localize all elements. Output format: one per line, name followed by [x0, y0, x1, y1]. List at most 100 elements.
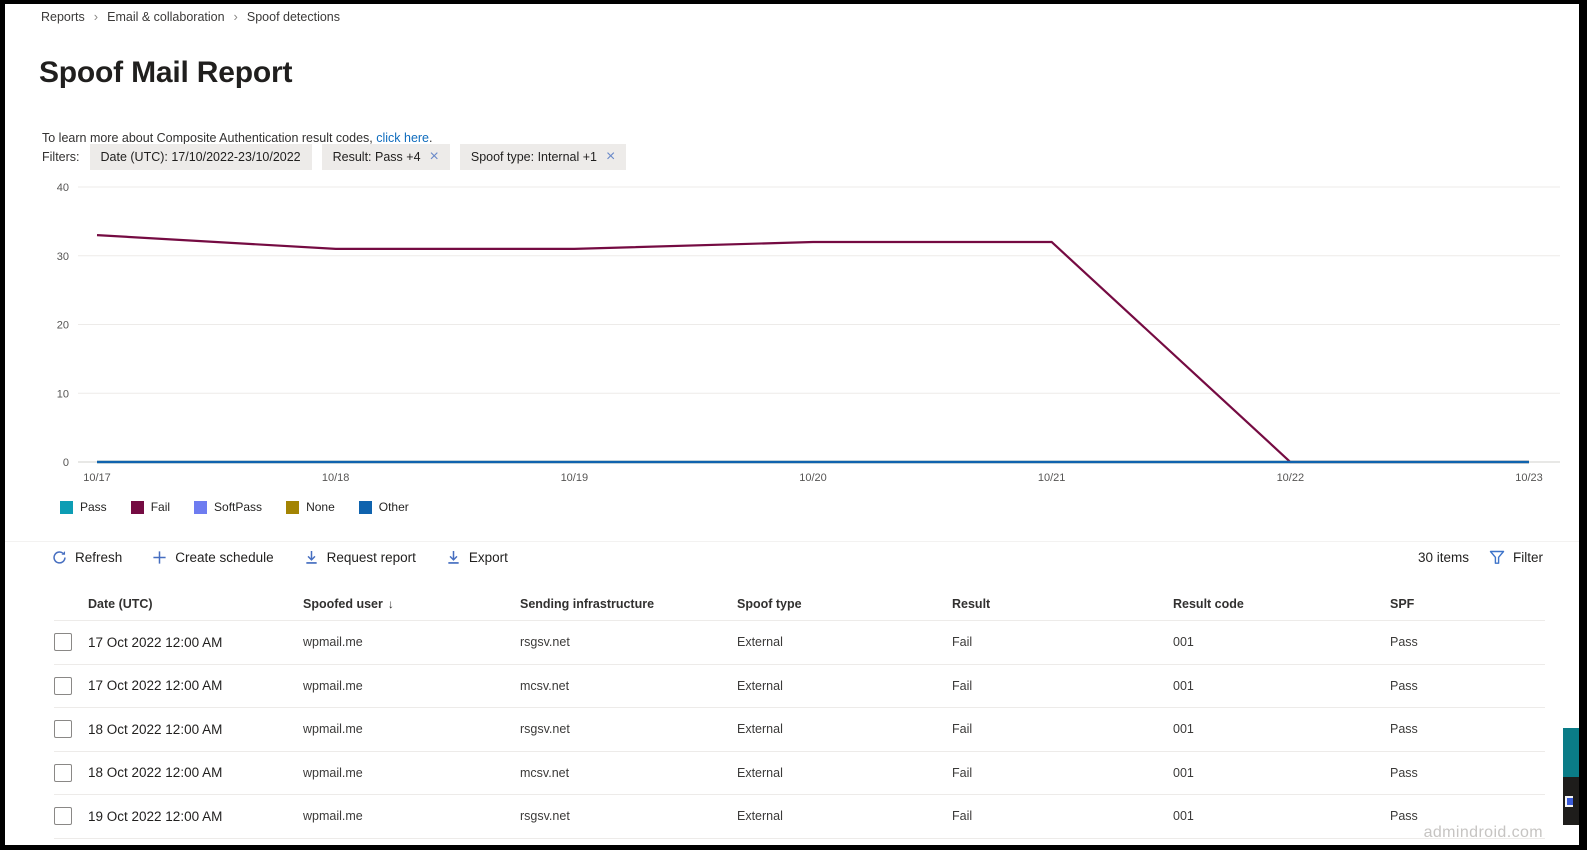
frame-border-left: [0, 0, 5, 850]
column-header-6[interactable]: SPF: [1390, 597, 1545, 611]
request-report-button[interactable]: Request report: [304, 550, 416, 565]
checkbox-cell: [54, 720, 88, 739]
frame-border-top: [0, 0, 1587, 4]
legend-label: Other: [378, 500, 409, 514]
table-cell: 001: [1173, 722, 1194, 737]
x-tick-label: 10/19: [561, 472, 589, 484]
table-body: 17 Oct 2022 12:00 AM wpmail.me rsgsv.net Ex…: [54, 621, 1545, 839]
feedback-widget-bottom[interactable]: [1563, 777, 1579, 825]
checkbox-cell: [54, 807, 88, 826]
row-checkbox[interactable]: [54, 807, 72, 826]
legend-item-fail: Fail: [130, 500, 170, 514]
table-cell: 18 Oct 2022 12:00 AM: [88, 721, 223, 737]
download-icon: [304, 550, 319, 565]
create-schedule-button[interactable]: Create schedule: [152, 550, 274, 565]
table-cell: External: [737, 765, 783, 780]
table-cell: 001: [1173, 635, 1194, 650]
spoof-detections-chart: 0 10 20 30 40 10/17 10/18 10/19 10/20 10/21 10/22 1…: [0, 180, 1587, 490]
table-cell: External: [737, 678, 783, 693]
breadcrumb-item-0[interactable]: Reports: [41, 9, 85, 24]
legend-label: None: [306, 500, 335, 514]
table-cell: mcsv.net: [520, 678, 570, 693]
x-tick-label: 10/18: [322, 472, 350, 484]
filter-chip[interactable]: Spoof type: Internal +1 ×: [459, 144, 627, 170]
download-icon: [446, 550, 461, 565]
row-checkbox[interactable]: [54, 720, 72, 739]
feedback-widget-top[interactable]: [1563, 728, 1579, 777]
filter-chip[interactable]: Result: Pass +4 ×: [321, 144, 450, 170]
chart-legend: Pass Fail SoftPass None Other: [60, 500, 409, 514]
column-header-2[interactable]: Sending infrastructure: [520, 597, 737, 611]
table-cell: rsgsv.net: [520, 635, 570, 650]
click-here-link[interactable]: click here: [376, 130, 430, 145]
feedback-icon: [1565, 795, 1573, 807]
row-checkbox[interactable]: [54, 763, 72, 782]
filter-button[interactable]: Filter: [1489, 550, 1543, 565]
y-tick-label: 30: [57, 251, 69, 263]
table-row[interactable]: 17 Oct 2022 12:00 AM wpmail.me rsgsv.net Ex…: [54, 621, 1545, 665]
table-cell: wpmail.me: [303, 765, 363, 780]
table-cell: Fail: [952, 809, 973, 824]
legend-swatch: [130, 500, 144, 514]
legend-label: SoftPass: [214, 500, 263, 514]
column-header-1[interactable]: Spoofed user ↓: [303, 597, 520, 611]
y-tick-label: 40: [57, 182, 69, 194]
table-cell: rsgsv.net: [520, 722, 570, 737]
table-row[interactable]: 17 Oct 2022 12:00 AM wpmail.me mcsv.net Ext…: [54, 664, 1545, 708]
legend-label: Pass: [80, 500, 107, 514]
dismiss-icon[interactable]: ×: [606, 148, 616, 165]
x-tick-label: 10/22: [1277, 472, 1305, 484]
breadcrumb-item-2[interactable]: Spoof detections: [246, 9, 341, 24]
filter-chip-label: Result: Pass +4: [332, 150, 421, 164]
info-text-period: .: [429, 130, 433, 145]
refresh-label: Refresh: [75, 550, 123, 565]
legend-item-none: None: [286, 500, 335, 514]
x-tick-label: 10/20: [799, 472, 827, 484]
spoof-detections-table: Date (UTC) Spoofed user ↓ Sending infrastru…: [54, 588, 1545, 839]
column-header-label: Date (UTC): [88, 597, 153, 611]
table-cell: 18 Oct 2022 12:00 AM: [88, 765, 223, 781]
filter-chip[interactable]: Date (UTC): 17/10/2022-23/10/2022: [89, 144, 312, 170]
breadcrumb: Reports › Email & collaboration › Spoof dete…: [41, 9, 340, 24]
filter-chip-label: Spoof type: Internal +1: [470, 150, 597, 164]
table-cell: mcsv.net: [520, 765, 570, 780]
y-tick-label: 10: [57, 388, 69, 400]
column-header-label: Spoof type: [737, 597, 802, 611]
create-schedule-label: Create schedule: [175, 550, 274, 565]
export-button[interactable]: Export: [446, 550, 508, 565]
table-cell: 001: [1173, 765, 1194, 780]
legend-swatch: [60, 500, 73, 514]
table-cell: wpmail.me: [303, 635, 363, 650]
table-cell: External: [737, 722, 783, 737]
column-header-5[interactable]: Result code: [1173, 597, 1390, 611]
plus-icon: [152, 550, 167, 565]
command-bar-right: 30 items Filter: [1418, 550, 1543, 565]
x-tick-label: 10/17: [83, 472, 111, 484]
line-chart: 0 10 20 30 40 10/17 10/18 10/19 10/20 10/21 10/22 1…: [57, 182, 1560, 484]
table-cell: Fail: [952, 722, 973, 737]
row-checkbox[interactable]: [54, 633, 72, 652]
table-row[interactable]: 18 Oct 2022 12:00 AM wpmail.me rsgsv.net Ex…: [54, 708, 1545, 752]
composite-auth-info: To learn more about Composite Authentica…: [42, 131, 433, 145]
command-bar-left: Refresh Create schedule Request report E…: [52, 550, 508, 565]
refresh-button[interactable]: Refresh: [52, 550, 122, 565]
breadcrumb-item-1[interactable]: Email & collaboration: [107, 9, 225, 24]
table-row[interactable]: 18 Oct 2022 12:00 AM wpmail.me mcsv.net Ext…: [54, 751, 1545, 795]
column-header-0[interactable]: Date (UTC): [88, 597, 303, 611]
column-header-label: Sending infrastructure: [520, 597, 655, 611]
row-checkbox[interactable]: [54, 676, 72, 695]
column-header-4[interactable]: Result: [952, 597, 1173, 611]
legend-swatch: [358, 500, 372, 514]
dismiss-icon[interactable]: ×: [429, 148, 439, 165]
items-count: 30 items: [1417, 550, 1469, 565]
export-label: Export: [468, 550, 508, 565]
table-row[interactable]: 19 Oct 2022 12:00 AM wpmail.me rsgsv.net Ex…: [54, 795, 1545, 839]
column-header-3[interactable]: Spoof type: [737, 597, 952, 611]
frame-border-right: [1579, 0, 1587, 850]
column-header-label: Result: [952, 597, 991, 611]
column-header-label: Spoofed user: [303, 597, 383, 611]
table-cell: 19 Oct 2022 12:00 AM: [88, 808, 223, 824]
request-report-label: Request report: [326, 550, 416, 565]
info-text: To learn more about Composite Authentica…: [42, 130, 377, 145]
